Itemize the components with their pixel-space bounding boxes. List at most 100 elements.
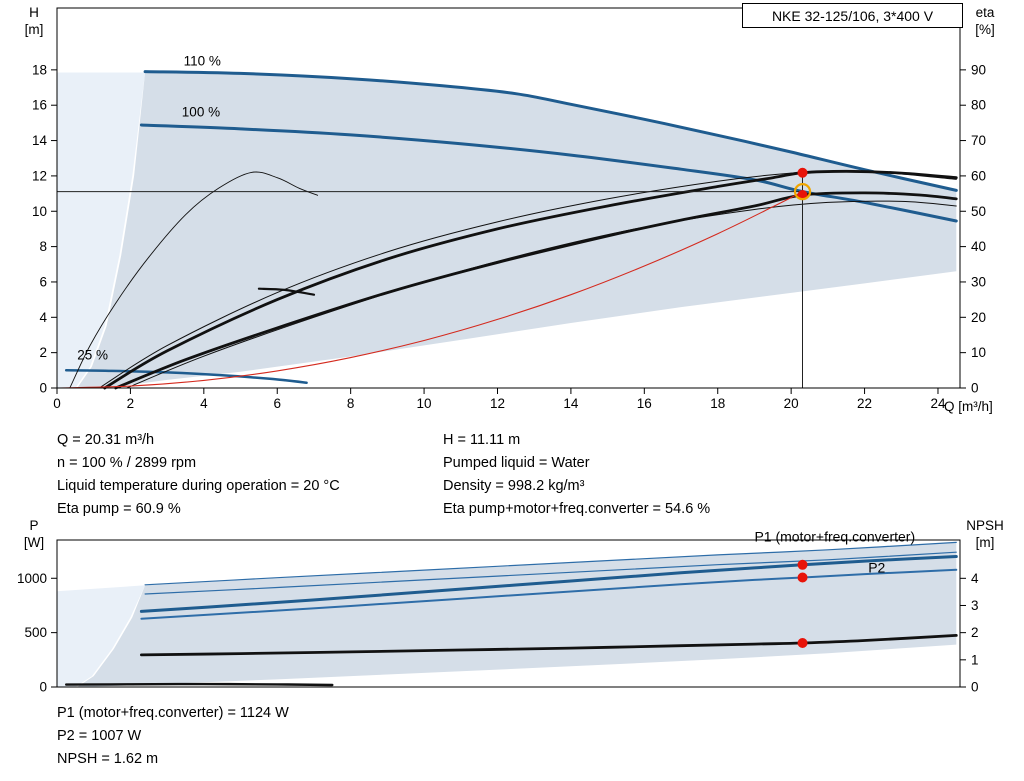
x-tick-label: 0: [53, 396, 61, 411]
h-axis-unit: [m]: [24, 22, 44, 37]
y-left-tick-label: 0: [39, 680, 47, 695]
h-axis-symbol: H: [29, 5, 39, 20]
x-tick-label: 10: [417, 396, 432, 411]
p-axis-symbol: P: [29, 518, 39, 533]
info-line-liquid: Pumped liquid = Water: [443, 455, 590, 471]
y-right-tick-label: 30: [971, 274, 986, 289]
info-line-temp: Liquid temperature during operation = 20…: [57, 478, 340, 494]
p-25pct-line: [65, 682, 334, 687]
curve-annotation: P1 (motor+freq.converter): [754, 529, 915, 545]
npsh-point: [797, 637, 808, 648]
y-left-tick-label: 8: [39, 239, 47, 254]
y-left-tick-label: 0: [39, 381, 47, 396]
p2-point: [797, 572, 808, 583]
x-tick-label: 24: [930, 396, 946, 411]
y-right-tick-label: 40: [971, 239, 986, 254]
info-line-eta-total: Eta pump+motor+freq.converter = 54.6 %: [443, 501, 711, 517]
curve-25pct: [64, 369, 308, 384]
p-axis-title: P [W]: [12, 517, 56, 551]
curve-110pct: [143, 70, 958, 192]
curve-annotation: 25 %: [77, 348, 108, 363]
y-left-tick-label: 6: [39, 274, 47, 289]
y-right-tick-label: 50: [971, 204, 986, 219]
x-tick-label: 18: [710, 396, 725, 411]
x-tick-label: 12: [490, 396, 505, 411]
x-tick-label: 16: [637, 396, 652, 411]
npsh-curve: [140, 634, 958, 657]
eta-pump-curve: [103, 169, 958, 390]
pump-type-label: NKE 32-125/106, 3*400 V: [742, 3, 963, 28]
info-line-p2: P2 = 1007 W: [57, 728, 142, 744]
curve-annotation: 100 %: [182, 105, 220, 120]
envelope-main: [77, 72, 957, 388]
duty-point-ring: [793, 183, 812, 201]
eta-small-peak: [69, 171, 319, 389]
curve-annotation: P2: [868, 559, 885, 575]
p2-curve: [140, 568, 958, 620]
npsh-axis-title: NPSH [m]: [950, 517, 1020, 551]
info-line-q: Q = 20.31 m³/h: [57, 432, 155, 448]
power-npsh-chart: 0 500 1000 0 1 2 3 4 P1 (motor+freq.converter) P2: [17, 529, 979, 695]
y-left-tick-label: 16: [32, 98, 47, 113]
info-line-density: Density = 998.2 kg/m³: [443, 478, 585, 494]
envelope-main: [77, 542, 957, 687]
duty-info-left: Q = 20.31 m³/h n = 100 % / 2899 rpm Liqu…: [57, 429, 340, 521]
eta-total-thin: [126, 200, 957, 389]
power-info: P1 (motor+freq.converter) = 1124 W P2 = …: [57, 702, 289, 771]
eta-small-tail: [257, 287, 316, 296]
x-tick-label: 20: [784, 396, 799, 411]
npsh-axis-unit: [m]: [975, 535, 995, 550]
eta-total-point: [797, 189, 808, 200]
y-right-tick-label: 3: [971, 598, 979, 613]
x-tick-label: 8: [347, 396, 355, 411]
info-line-n: n = 100 % / 2899 rpm: [57, 455, 197, 471]
x-tick-label: 22: [857, 396, 872, 411]
q-axis-title: Q [m³/h]: [944, 399, 993, 414]
info-line-p1: P1 (motor+freq.converter) = 1124 W: [57, 705, 289, 721]
eta-axis-symbol: eta: [975, 5, 995, 20]
info-line-npsh: NPSH = 1.62 m: [57, 751, 159, 767]
npsh-axis-symbol: NPSH: [966, 518, 1004, 533]
p1-point: [797, 559, 808, 570]
x-tick-label: 2: [127, 396, 135, 411]
plot-border: [56, 539, 961, 688]
y-right-tick-label: 10: [971, 345, 986, 360]
x-tick-label: 4: [200, 396, 208, 411]
p1-110-thin: [144, 541, 957, 586]
envelope-light: [57, 72, 146, 388]
plot-border: [56, 7, 961, 389]
y-right-tick-label: 70: [971, 133, 986, 148]
h-axis-title: H [m]: [12, 4, 56, 38]
y-left-tick-label: 4: [39, 310, 47, 325]
duty-info-right: H = 11.11 m Pumped liquid = Water Densit…: [443, 429, 710, 521]
y-right-tick-label: 4: [971, 571, 979, 586]
y-left-tick-label: 10: [32, 204, 47, 219]
y-left-tick-label: 18: [32, 62, 47, 77]
p2-110-thin: [144, 551, 957, 595]
info-line-h: H = 11.11 m: [443, 432, 521, 448]
x-tick-label: 6: [273, 396, 281, 411]
y-left-tick-label: 2: [39, 345, 47, 360]
y-left-tick-label: 1000: [17, 571, 47, 586]
curve-annotation: 110 %: [184, 53, 221, 68]
eta-axis-unit: [%]: [975, 22, 995, 37]
y-right-tick-label: 60: [971, 168, 986, 183]
eta-pump-point: [797, 167, 808, 178]
p1-curve: [139, 555, 958, 613]
y-left-tick-label: 500: [24, 625, 47, 640]
y-left-tick-label: 14: [32, 133, 48, 148]
system-curve: [56, 191, 804, 389]
curve-100pct: [139, 123, 958, 223]
eta-total-curve: [114, 191, 958, 390]
info-line-eta-pump: Eta pump = 60.9 %: [57, 501, 181, 517]
y-right-tick-label: 1: [971, 652, 979, 667]
y-right-tick-label: 20: [971, 310, 986, 325]
y-left-tick-label: 12: [32, 168, 47, 183]
envelope-light: [57, 585, 146, 687]
eta-axis-title: eta [%]: [962, 4, 1008, 38]
y-right-tick-label: 2: [971, 625, 979, 640]
y-right-tick-label: 0: [971, 381, 979, 396]
y-right-tick-label: 0: [971, 680, 979, 695]
